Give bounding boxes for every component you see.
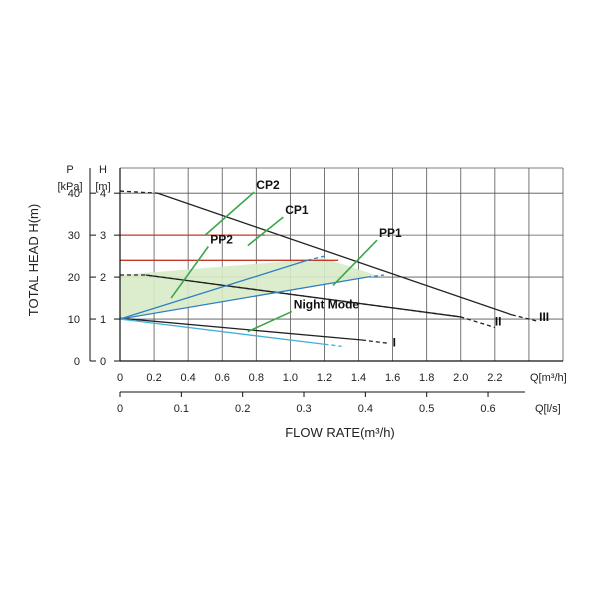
annotation-leader	[170, 246, 209, 299]
y-unit-m: [m]	[95, 181, 110, 193]
annotation-leader	[247, 310, 293, 333]
x-tick-label: 1.8	[419, 372, 434, 384]
x-tick-label: 0.8	[249, 372, 264, 384]
annotation-night-mode: Night Mode	[294, 298, 360, 312]
series-iii-dashed	[119, 190, 158, 194]
annotation-pp1: PP1	[379, 226, 402, 240]
x2-tick-label: 0.3	[296, 403, 311, 415]
x-unit-m3h: Q[m³/h]	[530, 372, 567, 384]
series-night-mode-dashed	[324, 343, 342, 347]
y-tick-label-kpa: 10	[68, 314, 80, 326]
series-pp2-dashed	[307, 254, 329, 261]
x-tick-label: 0.6	[215, 372, 230, 384]
y-tick-label-m: 1	[100, 314, 106, 326]
x-unit-ls: Q[l/s]	[535, 403, 561, 415]
series-i	[119, 317, 363, 341]
x2-tick-label: 0	[117, 403, 123, 415]
y-tick-label-m: 2	[100, 272, 106, 284]
y-tick-label-m: 0	[100, 356, 106, 368]
annotation-leader	[247, 216, 284, 247]
series-pp1-dashed	[366, 274, 385, 278]
x-tick-label: 2.0	[453, 372, 468, 384]
x-tick-label: 0.2	[146, 372, 161, 384]
axes	[89, 168, 563, 393]
y-tick-label-m: 3	[100, 230, 106, 242]
x2-tick-label: 0.6	[480, 403, 495, 415]
series-pp1	[119, 276, 368, 320]
annotation-pp2: PP2	[210, 233, 233, 247]
y-tick-label-kpa: 0	[74, 356, 80, 368]
x-tick-label: 1.0	[283, 372, 298, 384]
series-night-mode	[119, 318, 325, 345]
y-head-m: H	[99, 164, 107, 176]
annotation-cp1: CP1	[285, 203, 309, 217]
series-layer	[119, 190, 538, 347]
annotation-iii: III	[539, 310, 549, 324]
y-tick-label-m: 4	[100, 188, 106, 200]
annotation-i: I	[393, 335, 396, 349]
annotation-leader	[204, 191, 255, 236]
x-tick-label: 0	[117, 372, 123, 384]
series-pp2	[119, 259, 308, 320]
x-tick-label: 1.4	[351, 372, 366, 384]
x2-tick-label: 0.5	[419, 403, 434, 415]
annotation-leader	[332, 239, 378, 287]
annotation-cp2: CP2	[256, 178, 280, 192]
x2-tick-label: 0.2	[235, 403, 250, 415]
x2-tick-label: 0.1	[174, 403, 189, 415]
x-tick-label: 1.2	[317, 372, 332, 384]
y-head-kpa: P	[66, 164, 73, 176]
x-tick-label: 1.6	[385, 372, 400, 384]
annotation-ii: II	[495, 314, 502, 328]
x-tick-label: 0.4	[181, 372, 196, 384]
y-tick-label-kpa: 20	[68, 272, 80, 284]
x-axis-title: FLOW RATE(m³/h)	[285, 425, 395, 440]
x2-tick-label: 0.4	[358, 403, 373, 415]
series-i-dashed	[361, 339, 390, 345]
series-iii	[157, 192, 513, 316]
y-unit-kpa: [kPa]	[57, 181, 82, 193]
y-tick-label-kpa: 30	[68, 230, 80, 242]
series-ii-dashed	[120, 274, 496, 329]
x-tick-label: 2.2	[487, 372, 502, 384]
y-tick-label-kpa: 40	[68, 188, 80, 200]
y-axis-title: TOTAL HEAD H(m)	[26, 204, 41, 316]
series-iii-tail	[511, 314, 538, 322]
